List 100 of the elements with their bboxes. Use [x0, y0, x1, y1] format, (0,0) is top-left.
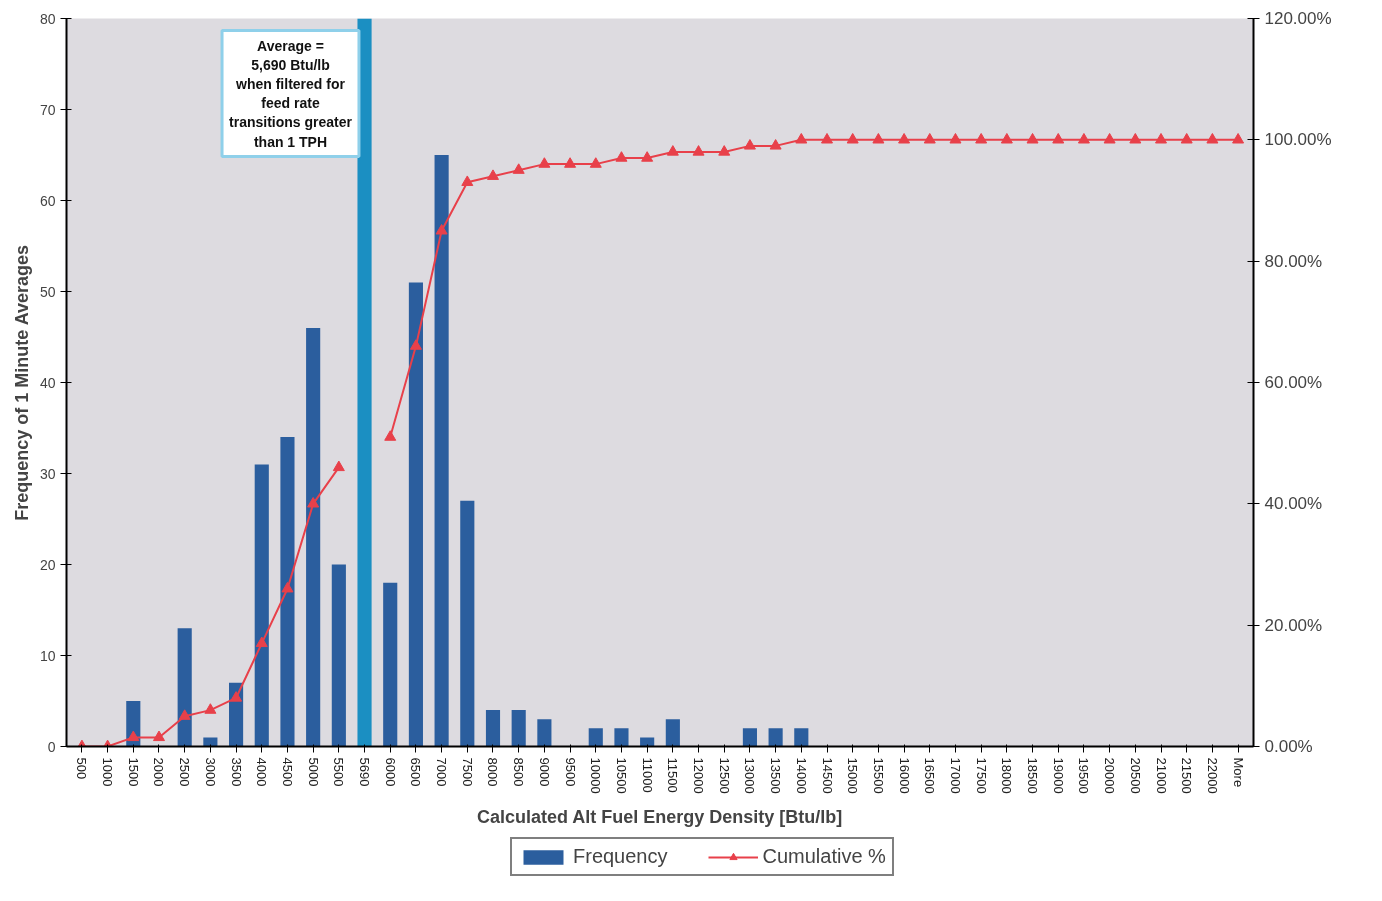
x-tick-label: 13000: [742, 757, 758, 794]
y2-tick-label: 80.00%: [1264, 251, 1323, 271]
x-tick-label: 12500: [716, 757, 732, 794]
x-tick-label: 14500: [819, 757, 835, 794]
bar: [511, 710, 526, 747]
x-tick-label: More: [1230, 757, 1246, 788]
x-tick-label: 4000: [254, 757, 270, 787]
bar: [254, 464, 269, 747]
y-tick-label: 40: [39, 374, 56, 391]
x-tick-label: 6000: [382, 757, 398, 787]
bar: [485, 710, 501, 747]
y2-tick-label: 60.00%: [1264, 373, 1323, 392]
point: [1129, 132, 1142, 144]
bar: [434, 155, 449, 747]
point: [127, 730, 140, 742]
x-tick-label: 2500: [177, 757, 193, 787]
point: [1206, 132, 1219, 144]
y-axis-title: Frequency of 1 Minute Averages: [11, 244, 32, 521]
legend-label: Cumulative %: [762, 845, 886, 868]
y2-tick-label: 120.00%: [1264, 9, 1332, 28]
point: [923, 132, 936, 144]
x-axis-title: Calculated Alt Fuel Energy Density [Btu/lb]: [476, 806, 843, 827]
x-tick-label: 13500: [768, 757, 784, 794]
y2-tick-label: 0.00%: [1264, 737, 1313, 756]
point: [178, 709, 191, 720]
point: [281, 581, 294, 593]
bar: [408, 282, 423, 747]
y-tick-label: 30: [39, 465, 56, 482]
bar: [203, 737, 218, 747]
point: [743, 139, 756, 150]
point: [692, 145, 705, 156]
point: [1000, 132, 1013, 144]
x-tick-label: 6500: [408, 757, 424, 787]
point: [538, 157, 551, 168]
x-tick-label: 8000: [485, 757, 501, 787]
x-tick-label: 4500: [279, 757, 295, 787]
x-tick-label: 19500: [1076, 757, 1092, 794]
point: [230, 691, 243, 702]
x-tick-label: 5500: [331, 757, 347, 787]
legend-label: Frequency: [573, 845, 668, 868]
point: [152, 730, 165, 742]
x-tick-label: 7500: [459, 757, 475, 787]
x-tick-label: 21000: [1153, 757, 1169, 794]
point: [821, 132, 833, 144]
bar: [588, 728, 603, 747]
point: [898, 132, 911, 144]
point: [769, 139, 782, 150]
y-tick-label: 50: [39, 283, 56, 300]
bar: [640, 737, 655, 747]
x-tick-label: 22000: [1204, 757, 1220, 794]
x-tick-label: 9000: [536, 757, 552, 787]
x-tick-label: 12000: [691, 757, 707, 794]
x-tick-label: 14000: [793, 757, 809, 794]
point: [846, 132, 859, 144]
bar: [383, 582, 398, 747]
y-tick-label: 20: [39, 556, 56, 573]
y2-tick-label: 40.00%: [1264, 494, 1323, 514]
x-tick-label: 20000: [1102, 757, 1118, 794]
point: [1026, 132, 1039, 144]
point: [1232, 132, 1245, 144]
point: [641, 151, 654, 162]
x-tick-label: 19000: [1050, 757, 1066, 794]
y2-tick-label: 20.00%: [1264, 615, 1323, 635]
point: [1052, 132, 1065, 144]
x-tick-label: 16500: [922, 757, 938, 794]
point: [975, 132, 988, 144]
point: [435, 223, 448, 235]
x-tick-label: 10500: [613, 757, 629, 794]
x-tick-label: 1500: [125, 757, 141, 787]
point: [1155, 132, 1168, 144]
point: [666, 145, 679, 156]
x-tick-label: 7000: [434, 757, 450, 787]
point: [564, 157, 577, 168]
bar: [614, 728, 629, 747]
x-tick-label: 5690: [357, 757, 373, 787]
bar: [331, 564, 346, 747]
x-tick-label: 10000: [588, 757, 604, 794]
x-tick-label: 1000: [100, 757, 116, 787]
x-tick-label: 3000: [202, 757, 218, 787]
x-tick-label: 15000: [845, 757, 861, 794]
x-tick-label: 18500: [1025, 757, 1041, 794]
annotation: Average = 5,690 Btu/lb when filtered for feed rate transitions greater than 1 TPH: [229, 37, 353, 150]
point: [384, 430, 397, 441]
bar: [357, 18, 372, 747]
x-tick-label: 11000: [639, 757, 655, 793]
y-tick-label: 60: [39, 192, 56, 209]
bar: [768, 728, 783, 747]
point: [332, 460, 345, 472]
x-tick-label: 17000: [947, 757, 963, 794]
point: [512, 163, 525, 174]
point: [949, 132, 962, 144]
point: [409, 339, 422, 350]
x-tick-label: 5000: [305, 757, 321, 787]
point: [307, 496, 320, 508]
bar: [460, 500, 475, 747]
point: [795, 132, 808, 144]
x-tick-label: 15500: [870, 757, 886, 794]
x-tick-label: 2000: [151, 757, 167, 787]
point: [204, 703, 217, 714]
x-tick-label: 18000: [999, 757, 1015, 794]
